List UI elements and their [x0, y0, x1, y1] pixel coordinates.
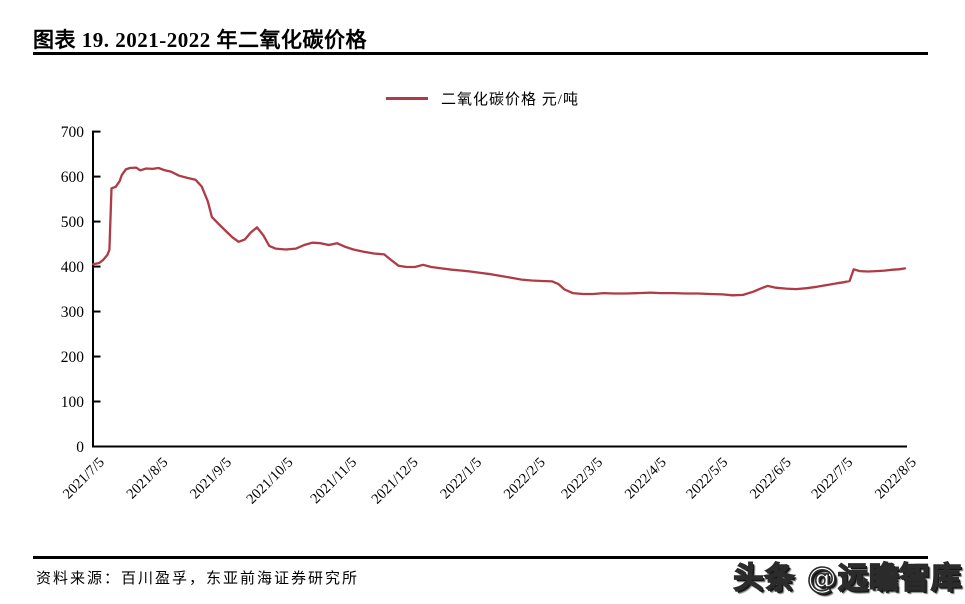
x-tick-label: 2022/7/5 [808, 455, 856, 503]
y-tick-label: 600 [61, 169, 85, 186]
chart-legend: 二氧化碳价格 元/吨 [0, 88, 965, 109]
x-tick-label: 2021/10/5 [244, 455, 297, 508]
x-tick-label: 2022/2/5 [501, 455, 549, 503]
title-divider [33, 52, 928, 55]
watermark: 头条 @远瞻智库 [733, 560, 962, 597]
x-tick-label: 2022/8/5 [872, 455, 920, 503]
x-tick-label: 2021/9/5 [187, 455, 235, 503]
figure-title: 图表 19. 2021-2022 年二氧化碳价格 [33, 28, 367, 52]
x-tick-label: 2022/4/5 [622, 455, 670, 503]
legend-series-label: 二氧化碳价格 元/吨 [441, 92, 579, 108]
y-tick-label: 300 [61, 304, 85, 321]
y-tick-label: 200 [61, 349, 85, 366]
x-tick-label: 2022/6/5 [747, 455, 795, 503]
x-tick-label: 2021/12/5 [369, 455, 422, 508]
x-tick-label: 2022/5/5 [683, 455, 731, 503]
footer-divider [33, 556, 928, 559]
x-tick-label: 2021/11/5 [308, 455, 361, 508]
legend-line-swatch [386, 97, 429, 100]
y-tick-label: 400 [61, 259, 85, 276]
y-tick-label: 700 [61, 124, 85, 141]
x-tick-label: 2021/7/5 [60, 455, 108, 503]
x-tick-label: 2022/1/5 [437, 455, 485, 503]
y-tick-label: 500 [61, 214, 85, 231]
price-line-series [91, 166, 907, 297]
x-tick-label: 2021/8/5 [124, 455, 172, 503]
source-note: 资料来源：百川盈孚，东亚前海证券研究所 [36, 571, 360, 587]
y-tick-label: 0 [76, 439, 84, 456]
y-tick-label: 100 [61, 394, 85, 411]
x-tick-label: 2022/3/5 [558, 455, 606, 503]
